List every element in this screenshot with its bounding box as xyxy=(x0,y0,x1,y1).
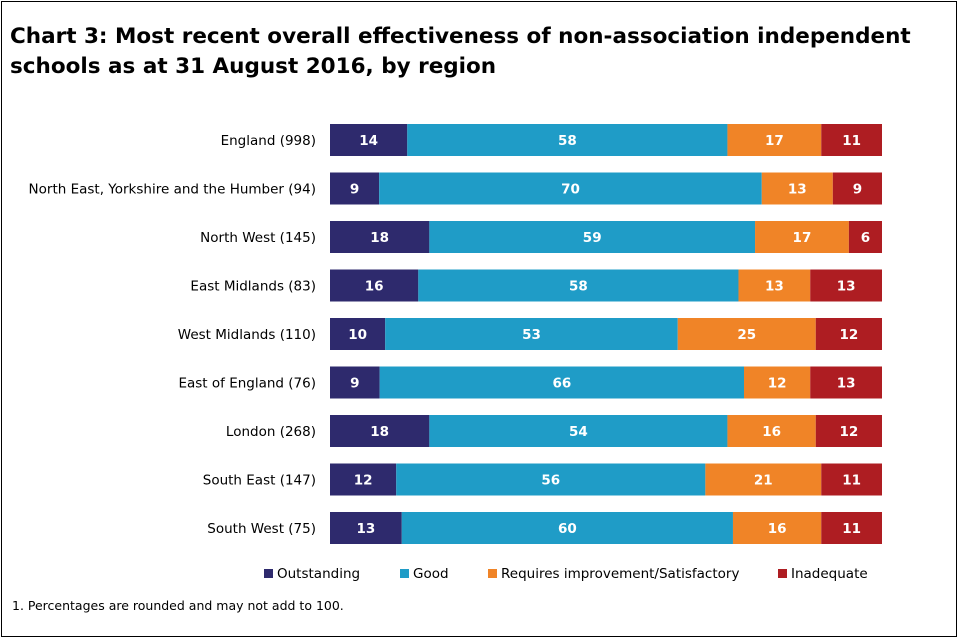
value-label-outstanding-6: 18 xyxy=(370,424,389,440)
legend-swatch-inadequate xyxy=(778,569,787,578)
bar-good-3 xyxy=(418,269,739,302)
value-label-good-8: 60 xyxy=(558,521,577,537)
legend-label-good: Good xyxy=(413,566,449,582)
legend-swatch-good xyxy=(400,569,409,578)
category-label-8: South West (75) xyxy=(207,521,316,537)
value-label-outstanding-3: 16 xyxy=(365,279,384,295)
category-label-4: West Midlands (110) xyxy=(178,327,316,343)
bar-inadequate-0 xyxy=(821,124,882,156)
bar-good-1 xyxy=(379,172,762,205)
bars-layer: England (998) 14 58 17 11 North East, Yorkshi… xyxy=(29,124,882,544)
bar-inadequate-8 xyxy=(821,512,882,544)
value-label-outstanding-2: 18 xyxy=(370,230,389,246)
footnote: 1. Percentages are rounded and may not a… xyxy=(12,598,344,613)
bar-outstanding-3 xyxy=(330,269,419,302)
legend-label-requires-improvement-satisfactory: Requires improvement/Satisfactory xyxy=(501,566,739,582)
value-label-outstanding-1: 9 xyxy=(350,182,359,198)
value-label-inadequate-3: 13 xyxy=(837,279,856,295)
category-label-0: England (998) xyxy=(221,133,316,149)
value-label-inadequate-2: 6 xyxy=(861,230,870,246)
value-label-good-5: 66 xyxy=(552,376,571,392)
bar-outstanding-7 xyxy=(330,463,397,496)
bar-outstanding-8 xyxy=(330,512,402,544)
value-label-good-2: 59 xyxy=(583,230,602,246)
bar-good-7 xyxy=(396,463,706,496)
bar-requires-improvement-satisfactory-8 xyxy=(732,512,822,544)
legend-swatch-requires-improvement-satisfactory xyxy=(488,569,497,578)
value-label-outstanding-0: 14 xyxy=(359,133,378,149)
value-label-requires-improvement-satisfactory-8: 16 xyxy=(768,521,787,537)
chart-title: Chart 3: Most recent overall effectivene… xyxy=(10,24,911,79)
bar-outstanding-2 xyxy=(330,221,430,253)
legend-swatch-outstanding xyxy=(264,569,273,578)
bar-inadequate-1 xyxy=(832,172,882,205)
value-label-inadequate-4: 12 xyxy=(839,327,858,343)
value-label-inadequate-8: 11 xyxy=(842,521,861,537)
bar-requires-improvement-satisfactory-5 xyxy=(744,366,811,399)
value-label-requires-improvement-satisfactory-7: 21 xyxy=(754,473,773,489)
bar-inadequate-7 xyxy=(821,463,882,496)
bar-requires-improvement-satisfactory-1 xyxy=(761,172,833,205)
value-label-inadequate-1: 9 xyxy=(853,182,862,198)
value-label-outstanding-4: 10 xyxy=(348,327,367,343)
bar-requires-improvement-satisfactory-2 xyxy=(755,221,849,253)
category-label-1: North East, Yorkshire and the Humber (94… xyxy=(29,182,316,198)
bar-good-2 xyxy=(429,221,756,253)
value-label-requires-improvement-satisfactory-4: 25 xyxy=(737,327,756,343)
legend-label-outstanding: Outstanding xyxy=(277,566,360,582)
bar-outstanding-6 xyxy=(330,415,430,447)
bar-outstanding-1 xyxy=(330,172,380,205)
value-label-good-1: 70 xyxy=(561,182,580,198)
value-label-outstanding-7: 12 xyxy=(354,473,373,489)
value-label-inadequate-5: 13 xyxy=(837,376,856,392)
bar-requires-improvement-satisfactory-7 xyxy=(705,463,822,496)
value-label-requires-improvement-satisfactory-6: 16 xyxy=(762,424,781,440)
bar-inadequate-4 xyxy=(815,318,882,350)
category-label-5: East of England (76) xyxy=(178,376,316,392)
bar-good-8 xyxy=(401,512,733,544)
category-label-2: North West (145) xyxy=(200,230,316,246)
bar-requires-improvement-satisfactory-4 xyxy=(677,318,816,350)
value-label-requires-improvement-satisfactory-2: 17 xyxy=(793,230,812,246)
value-label-requires-improvement-satisfactory-3: 13 xyxy=(765,279,784,295)
bar-inadequate-3 xyxy=(810,269,882,302)
bar-inadequate-5 xyxy=(810,366,882,399)
value-label-good-0: 58 xyxy=(558,133,577,149)
bar-inadequate-2 xyxy=(848,221,882,253)
legend: Outstanding Good Requires improvement/Sati… xyxy=(264,566,868,582)
value-label-outstanding-5: 9 xyxy=(350,376,359,392)
value-label-outstanding-8: 13 xyxy=(356,521,375,537)
bar-good-0 xyxy=(407,124,728,156)
bar-requires-improvement-satisfactory-3 xyxy=(738,269,811,302)
bar-good-5 xyxy=(379,366,744,399)
value-label-good-7: 56 xyxy=(541,473,560,489)
bar-good-4 xyxy=(385,318,678,350)
bar-outstanding-0 xyxy=(330,124,408,156)
bar-outstanding-5 xyxy=(330,366,380,399)
bar-good-6 xyxy=(429,415,728,447)
value-label-good-4: 53 xyxy=(522,327,541,343)
value-label-good-6: 54 xyxy=(569,424,588,440)
value-label-requires-improvement-satisfactory-0: 17 xyxy=(765,133,784,149)
value-label-requires-improvement-satisfactory-1: 13 xyxy=(788,182,807,198)
value-label-inadequate-0: 11 xyxy=(842,133,861,149)
bar-requires-improvement-satisfactory-0 xyxy=(727,124,822,156)
bar-requires-improvement-satisfactory-6 xyxy=(727,415,816,447)
value-label-good-3: 58 xyxy=(569,279,588,295)
category-label-7: South East (147) xyxy=(203,473,316,489)
category-label-6: London (268) xyxy=(226,424,316,440)
bar-inadequate-6 xyxy=(815,415,882,447)
value-label-requires-improvement-satisfactory-5: 12 xyxy=(768,376,787,392)
category-label-3: East Midlands (83) xyxy=(190,279,316,295)
bar-outstanding-4 xyxy=(330,318,386,350)
value-label-inadequate-7: 11 xyxy=(842,473,861,489)
legend-label-inadequate: Inadequate xyxy=(791,566,868,582)
value-label-inadequate-6: 12 xyxy=(839,424,858,440)
